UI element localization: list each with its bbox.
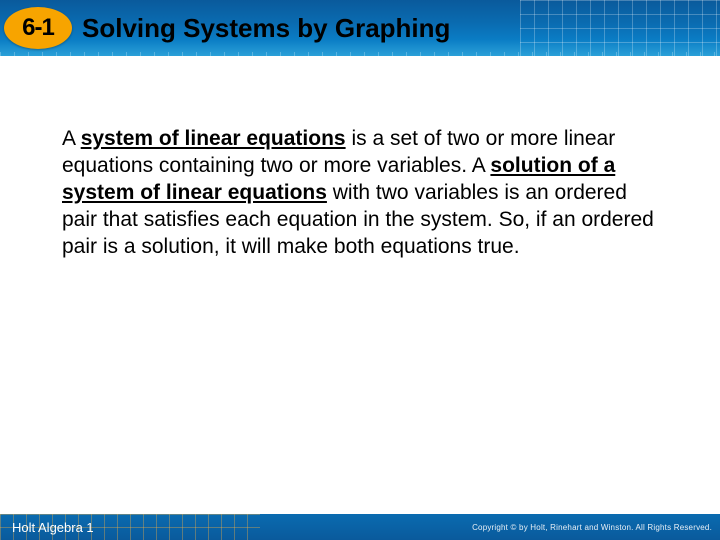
text-pre1: A — [62, 127, 81, 150]
slide-footer: Holt Algebra 1 Copyright © by Holt, Rine… — [0, 514, 720, 540]
footer-copyright: Copyright © by Holt, Rinehart and Winsto… — [472, 523, 712, 532]
definition-paragraph: A system of linear equations is a set of… — [62, 126, 664, 260]
term-system-of-linear-equations: system of linear equations — [81, 127, 346, 150]
header-grid-bottom — [0, 52, 720, 56]
header-grid-decoration — [520, 0, 720, 56]
footer-book-title: Holt Algebra 1 — [12, 520, 94, 535]
section-number: 6-1 — [22, 14, 54, 42]
section-number-oval: 6-1 — [4, 7, 72, 49]
slide-header: 6-1 Solving Systems by Graphing — [0, 0, 720, 56]
slide-body: A system of linear equations is a set of… — [0, 56, 720, 260]
section-badge: 6-1 — [4, 7, 72, 49]
slide-title: Solving Systems by Graphing — [82, 13, 450, 44]
